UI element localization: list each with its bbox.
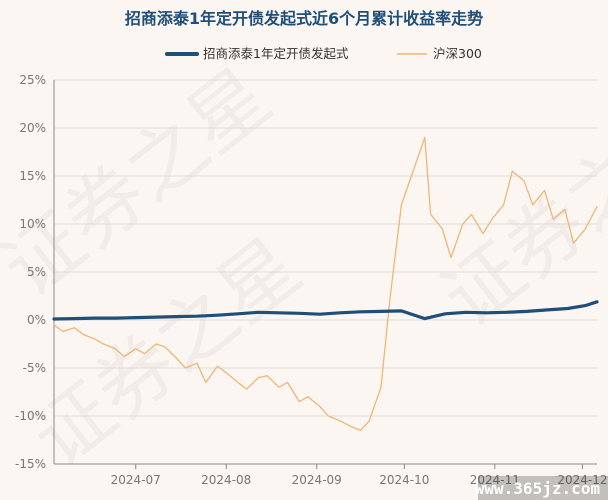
y-axis-ticks: 25% 20% 15% 10% 5% 0% -5% -10% -15% xyxy=(15,73,46,471)
x-tick-label: 2024-11 xyxy=(470,473,520,487)
y-tick-label: 10% xyxy=(19,217,46,231)
y-tick-label: 5% xyxy=(27,265,46,279)
x-tick-label: 2024-12 xyxy=(557,473,607,487)
y-tick-label: 15% xyxy=(19,169,46,183)
grid-layer xyxy=(53,79,597,465)
legend: 招商添泰1年定开债发起式 沪深300 xyxy=(165,46,482,61)
y-tick-label: -10% xyxy=(15,409,46,423)
y-tick-label: 20% xyxy=(19,121,46,135)
legend-label-index: 沪深300 xyxy=(433,46,482,61)
series-line-csi300 xyxy=(53,136,598,432)
y-tick-label: -5% xyxy=(23,361,46,375)
legend-label-fund: 招商添泰1年定开债发起式 xyxy=(203,46,349,61)
series-line-fund xyxy=(52,300,599,321)
site-watermark-text: www.365jz.com xyxy=(475,479,601,498)
y-tick-label: 0% xyxy=(27,313,46,327)
x-tick-label: 2024-10 xyxy=(379,473,429,487)
y-tick-label: 25% xyxy=(19,73,46,87)
x-tick-label: 2024-08 xyxy=(201,473,251,487)
site-watermark-bg xyxy=(478,476,608,500)
x-axis-ticks: 2024-07 2024-08 2024-09 2024-10 2024-11 2024-… xyxy=(111,464,607,487)
x-tick-label: 2024-07 xyxy=(111,473,161,487)
watermark-layer: 证券之星 证券之星 证券之星 xyxy=(0,52,608,485)
site-watermark: www.365jz.com xyxy=(475,476,608,500)
y-tick-label: -15% xyxy=(15,457,46,471)
x-tick-label: 2024-09 xyxy=(292,473,342,487)
series-layer xyxy=(52,136,599,432)
chart-title: 招商添泰1年定开债发起式近6个月累计收益率走势 xyxy=(125,9,483,28)
